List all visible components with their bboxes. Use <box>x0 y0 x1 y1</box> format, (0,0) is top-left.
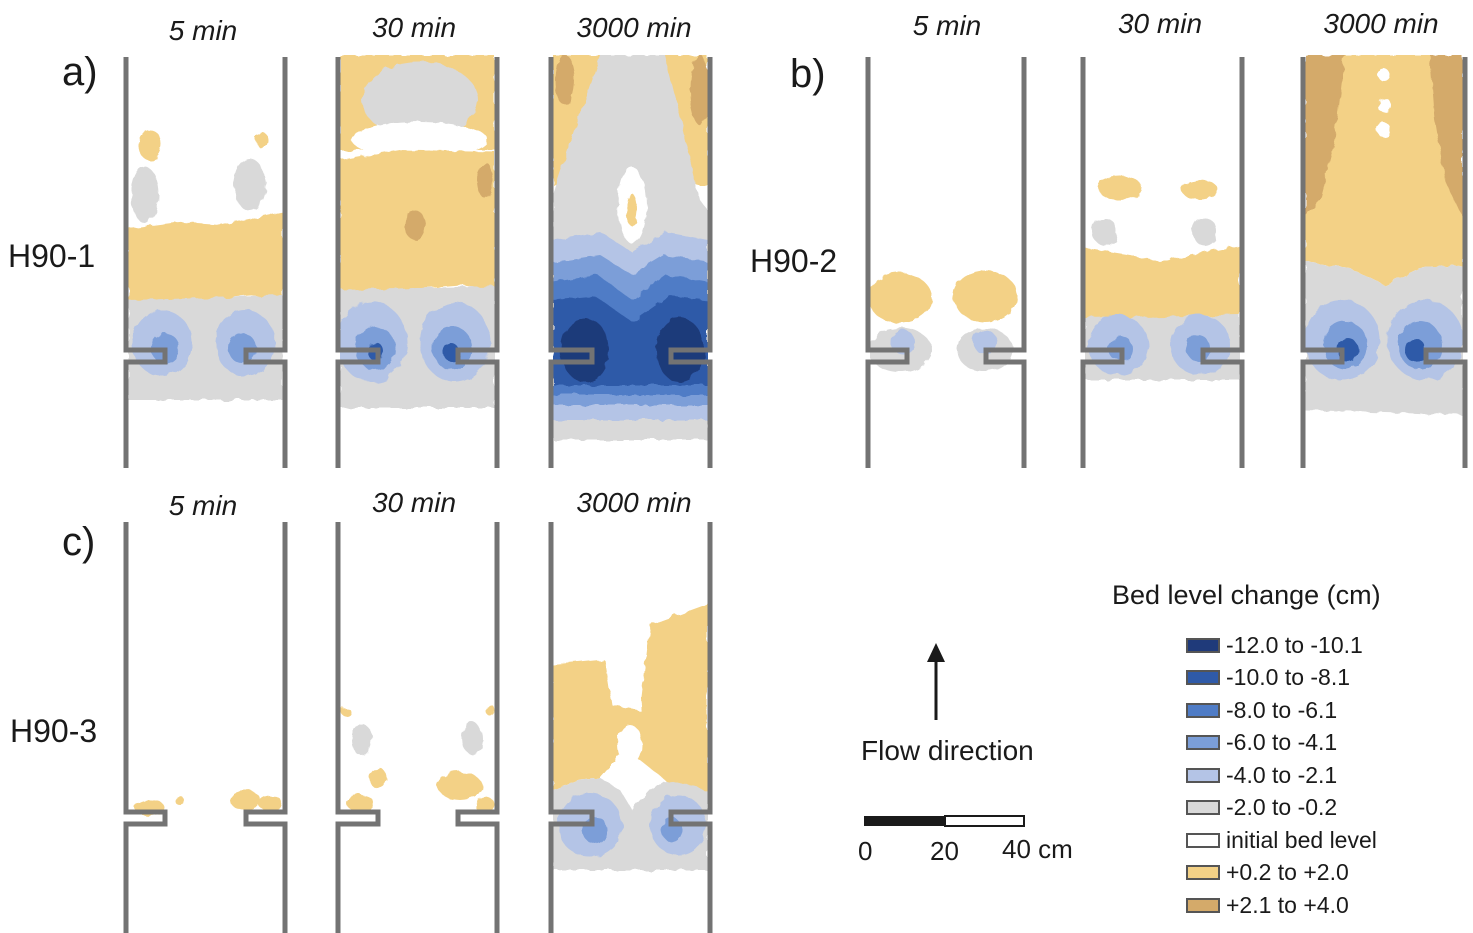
legend-title: Bed level change (cm) <box>1112 580 1381 610</box>
panel-letter-a: a) <box>62 50 98 94</box>
scale-tick-40: 40 cm <box>1002 834 1073 864</box>
flow-direction-arrow <box>927 643 945 720</box>
legend-label: -8.0 to -6.1 <box>1226 696 1338 723</box>
legend-item: -6.0 to -4.1 <box>1186 729 1338 756</box>
legend-label: initial bed level <box>1226 826 1377 853</box>
map-a-5min <box>128 130 283 400</box>
scale-bar <box>864 815 1025 827</box>
row-label-h90-2: H90-2 <box>750 243 838 279</box>
time-c-30min: 30 min <box>371 487 457 518</box>
time-b-3000min: 3000 min <box>1323 8 1439 39</box>
legend-item: -10.0 to -8.1 <box>1186 664 1351 691</box>
legend-swatch <box>1186 735 1220 750</box>
legend-label: -6.0 to -4.1 <box>1226 729 1338 755</box>
flow-direction-label: Flow direction <box>861 735 1034 766</box>
legend-item: -8.0 to -6.1 <box>1186 697 1337 723</box>
legend-label: -10.0 to -8.1 <box>1226 664 1351 690</box>
scale-tick-20: 20 <box>930 836 959 866</box>
time-c-5min: 5 min <box>168 490 238 521</box>
legend-swatch <box>1186 865 1220 880</box>
legend-label: +0.2 to +2.0 <box>1226 859 1349 885</box>
panel-letter-c: c) <box>62 520 96 564</box>
map-b-5min <box>870 270 1017 372</box>
legend-label: -12.0 to -10.1 <box>1226 631 1363 658</box>
time-a-5min: 5 min <box>168 15 238 46</box>
legend-item: -4.0 to -2.1 <box>1186 762 1337 788</box>
legend-label: -4.0 to -2.1 <box>1226 761 1338 788</box>
legend-swatch <box>1186 832 1220 848</box>
legend-swatch <box>1186 800 1220 815</box>
row-label-h90-1: H90-1 <box>8 238 96 274</box>
map-c-30min <box>341 704 495 813</box>
flume-walls <box>123 57 1468 933</box>
map-a-30min <box>340 55 495 408</box>
time-a-30min: 30 min <box>371 12 457 43</box>
time-b-30min: 30 min <box>1117 8 1203 39</box>
legend-swatch <box>1186 637 1220 653</box>
legend-label: -2.0 to -0.2 <box>1226 794 1338 820</box>
map-b-3000min <box>1305 55 1463 415</box>
panel-letter-b: b) <box>790 52 826 96</box>
legend-label: +2.1 to +4.0 <box>1226 891 1349 918</box>
legend-item: +2.1 to +4.0 <box>1186 892 1349 918</box>
row-label-h90-3: H90-3 <box>10 713 98 749</box>
time-a-3000min: 3000 min <box>576 12 692 43</box>
map-c-3000min <box>553 600 708 870</box>
legend-swatch <box>1186 767 1220 783</box>
legend-item: -12.0 to -10.1 <box>1186 632 1363 658</box>
legend-swatch <box>1186 670 1220 685</box>
legend-item: initial bed level <box>1186 827 1377 853</box>
legend-item: -2.0 to -0.2 <box>1186 794 1338 821</box>
legend-swatch <box>1186 897 1220 913</box>
time-b-5min: 5 min <box>912 10 982 41</box>
legend-item: +0.2 to +2.0 <box>1186 859 1349 886</box>
time-c-3000min: 3000 min <box>576 487 692 518</box>
scale-tick-0: 0 <box>858 836 873 866</box>
map-a-3000min <box>553 55 708 440</box>
legend-swatch <box>1186 702 1220 718</box>
